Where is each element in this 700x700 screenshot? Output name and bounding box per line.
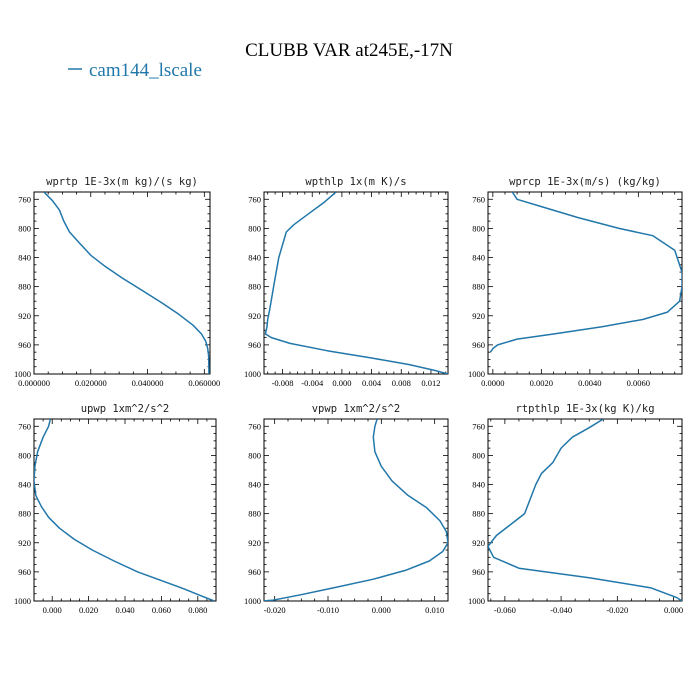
series-line <box>488 419 682 601</box>
y-tick-label: 880 <box>472 509 485 519</box>
x-tick-label: -0.010 <box>317 605 339 615</box>
y-tick-label: 880 <box>18 509 31 519</box>
plot-frame <box>263 191 449 375</box>
y-tick-label: 840 <box>472 253 485 263</box>
panel-2: wpthlp 1x(m K)/s 760 800 840 880 920 960 1000 -0… <box>244 176 449 388</box>
figure-title: CLUBB VAR at245E,-17N <box>245 40 453 61</box>
x-tick-label: 0.060 <box>152 605 171 615</box>
x-tick-label: 0.008 <box>392 378 411 388</box>
x-tick-label: 0.000 <box>372 605 391 615</box>
x-tick-label: 0.000 <box>332 378 351 388</box>
series-line <box>43 192 210 374</box>
panel-4: upwp 1xm^2/s^2 760 800 840 880 920 960 1000 0.00… <box>14 403 217 615</box>
x-tick-label: 0.000000 <box>18 378 50 388</box>
y-tick-label: 960 <box>472 567 485 577</box>
y-tick-label: 1000 <box>244 596 261 606</box>
x-tick-label: -0.008 <box>272 378 294 388</box>
panel-1: wprtp 1E-3x(m kg)/(s kg) 760 800 840 880 920 9… <box>14 176 220 388</box>
y-tick-label: 880 <box>18 282 31 292</box>
y-tick-label: 960 <box>248 567 261 577</box>
x-tick-label: 0.060000 <box>188 378 220 388</box>
plot-frame <box>263 418 449 602</box>
x-tick-label: 0.040000 <box>132 378 164 388</box>
y-tick-label: 760 <box>18 194 31 204</box>
panel-title: rtpthlp 1E-3x(kg K)/kg <box>515 403 654 415</box>
y-tick-label: 840 <box>18 480 31 490</box>
y-tick-label: 960 <box>472 340 485 350</box>
y-tick-label: 760 <box>18 421 31 431</box>
y-tick-label: 920 <box>472 311 485 321</box>
y-tick-label: 760 <box>248 421 261 431</box>
x-tick-label: 0.0020 <box>530 378 553 388</box>
y-tick-label: 800 <box>472 450 485 460</box>
x-tick-label: 0.040 <box>115 605 134 615</box>
series-line <box>489 192 682 353</box>
plot-frame <box>33 418 217 602</box>
x-tick-label: -0.004 <box>301 378 324 388</box>
y-tick-label: 760 <box>472 194 485 204</box>
panel-title: upwp 1xm^2/s^2 <box>81 403 170 415</box>
panel-6: rtpthlp 1E-3x(kg K)/kg 760 800 840 880 920 960… <box>468 403 683 615</box>
series-line <box>264 419 448 601</box>
y-tick-label: 920 <box>18 538 31 548</box>
y-tick-label: 840 <box>472 480 485 490</box>
y-tick-label: 920 <box>248 311 261 321</box>
x-tick-label: -0.060 <box>494 605 516 615</box>
y-tick-label: 920 <box>472 538 485 548</box>
x-tick-label: 0.020 <box>79 605 98 615</box>
plot-frame <box>33 191 211 375</box>
y-tick-label: 1000 <box>244 369 261 379</box>
panel-title: wprtp 1E-3x(m kg)/(s kg) <box>46 176 198 188</box>
x-tick-label: 0.010 <box>425 605 444 615</box>
y-tick-label: 760 <box>472 421 485 431</box>
x-tick-label: 0.012 <box>421 378 440 388</box>
y-tick-label: 1000 <box>14 596 31 606</box>
plot-frame <box>487 418 683 602</box>
legend-label: cam144_lscale <box>89 60 202 81</box>
x-tick-label: 0.020000 <box>75 378 107 388</box>
panel-title: wpthlp 1x(m K)/s <box>305 176 406 188</box>
y-tick-label: 960 <box>18 340 31 350</box>
y-tick-label: 1000 <box>468 596 485 606</box>
y-tick-label: 800 <box>248 223 261 233</box>
y-tick-label: 1000 <box>14 369 31 379</box>
y-tick-label: 960 <box>248 340 261 350</box>
y-tick-label: 840 <box>248 253 261 263</box>
panel-title: vpwp 1xm^2/s^2 <box>312 403 401 415</box>
x-tick-label: -0.040 <box>550 605 572 615</box>
y-tick-label: 960 <box>18 567 31 577</box>
y-tick-label: 840 <box>18 253 31 263</box>
x-tick-label: 0.0000 <box>481 378 504 388</box>
series-line <box>34 419 215 601</box>
y-tick-label: 760 <box>248 194 261 204</box>
panel-3: wprcp 1E-3x(m/s) (kg/kg) 760 800 840 880 920 9… <box>468 176 683 388</box>
y-tick-label: 920 <box>18 311 31 321</box>
x-tick-label: 0.0040 <box>578 378 601 388</box>
y-tick-label: 920 <box>248 538 261 548</box>
x-tick-label: 0.0060 <box>627 378 650 388</box>
y-tick-label: 840 <box>248 480 261 490</box>
x-tick-label: 0.004 <box>362 378 382 388</box>
y-tick-label: 800 <box>248 450 261 460</box>
y-tick-label: 800 <box>18 450 31 460</box>
panels: wprtp 1E-3x(m kg)/(s kg) 760 800 840 880 920 9… <box>14 176 683 615</box>
panel-title: wprcp 1E-3x(m/s) (kg/kg) <box>509 176 661 188</box>
y-tick-label: 1000 <box>468 369 485 379</box>
panel-5: vpwp 1xm^2/s^27608008408809209601000-0.0… <box>244 403 449 615</box>
x-tick-label: -0.020 <box>264 605 286 615</box>
y-tick-label: 800 <box>472 223 485 233</box>
x-tick-label: -0.020 <box>606 605 628 615</box>
legend: cam144_lscale <box>68 60 202 81</box>
series-line <box>264 192 448 374</box>
x-tick-label: 0.000 <box>664 605 683 615</box>
y-tick-label: 880 <box>248 509 261 519</box>
y-tick-label: 880 <box>472 282 485 292</box>
x-tick-label: 0.000 <box>43 605 62 615</box>
y-tick-label: 880 <box>248 282 261 292</box>
x-tick-label: 0.080 <box>188 605 207 615</box>
y-tick-label: 800 <box>18 223 31 233</box>
